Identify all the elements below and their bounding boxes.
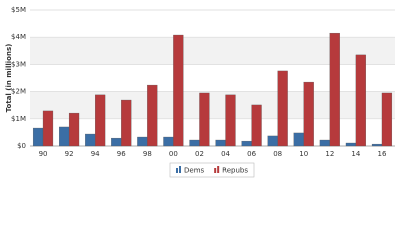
x-tick-label: 10	[299, 150, 308, 158]
legend-box	[169, 162, 255, 178]
bar	[355, 54, 366, 147]
legend-label: Repubs	[222, 167, 248, 175]
y-tick-label: $4M	[11, 33, 26, 41]
legend-swatch	[176, 168, 178, 173]
bar	[59, 126, 70, 147]
bar	[137, 136, 148, 147]
bar	[329, 32, 340, 147]
legend-label: Dems	[184, 167, 205, 175]
bar	[189, 139, 200, 147]
bar	[251, 104, 262, 147]
x-tick-label: 00	[169, 150, 178, 158]
y-axis-label: Total (in millions)	[5, 44, 13, 113]
bar	[293, 132, 304, 147]
x-tick-label: 96	[117, 150, 126, 158]
plot-band	[30, 91, 395, 119]
bar	[173, 34, 184, 147]
x-tick-label: 14	[351, 150, 360, 158]
bar	[225, 94, 236, 147]
y-tick-label: $3M	[11, 60, 26, 68]
x-tick-label: 98	[143, 150, 152, 158]
x-tick-label: 16	[378, 150, 387, 158]
x-tick-label: 06	[247, 150, 256, 158]
legend-swatch	[217, 166, 220, 173]
y-tick-label: $0	[17, 142, 26, 150]
x-tick-label: 94	[91, 150, 100, 158]
bar	[371, 143, 383, 147]
bar	[111, 137, 122, 147]
bar	[68, 112, 80, 147]
x-tick-label: 04	[221, 150, 230, 158]
x-tick-label: 02	[195, 150, 204, 158]
y-tick-label: $1M	[11, 115, 26, 123]
y-tick-label: $5M	[11, 6, 26, 14]
bar	[42, 110, 54, 147]
legend: Dems Repubs	[169, 162, 255, 178]
x-tick-label: 12	[325, 150, 334, 158]
bar	[199, 92, 210, 147]
bar	[215, 139, 226, 147]
bar	[95, 94, 106, 147]
bar	[241, 140, 252, 147]
bar	[345, 142, 357, 147]
bar	[121, 99, 132, 147]
x-tick-label: 92	[65, 150, 74, 158]
y-tick-label: $2M	[11, 88, 26, 96]
x-tick-label: 08	[273, 150, 282, 158]
bar	[163, 136, 174, 147]
bar	[85, 133, 96, 147]
legend-swatch	[179, 166, 181, 173]
bar	[267, 135, 278, 147]
bar	[303, 81, 314, 147]
x-tick-label: 90	[39, 150, 48, 158]
legend-swatch	[214, 168, 217, 173]
bar	[319, 139, 330, 147]
bar	[381, 92, 393, 147]
bar	[147, 84, 158, 147]
bar	[32, 127, 44, 147]
chart: Total (in millions) $0 $1M $2M $3M $4M $5M 90 9…	[5, 6, 395, 178]
plot-band	[30, 37, 395, 65]
bar	[277, 70, 288, 147]
